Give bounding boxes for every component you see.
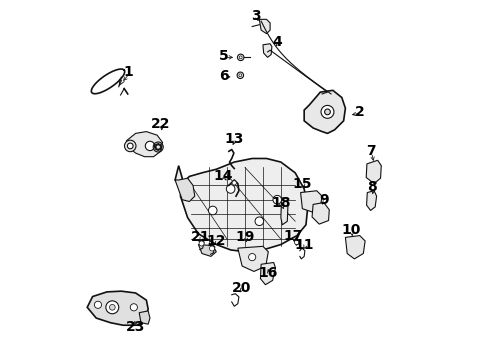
Polygon shape [367,191,377,211]
Text: 10: 10 [341,223,361,237]
Text: 23: 23 [126,320,146,334]
Text: 6: 6 [219,69,228,83]
Circle shape [237,72,244,78]
Text: 15: 15 [293,177,312,190]
Circle shape [321,105,334,118]
Circle shape [155,148,157,150]
Polygon shape [139,311,150,324]
Circle shape [106,301,119,314]
Polygon shape [304,90,345,134]
Circle shape [273,195,282,204]
Circle shape [239,56,242,59]
Circle shape [124,140,136,152]
Polygon shape [260,262,275,285]
Text: 5: 5 [219,49,228,63]
Polygon shape [259,19,270,34]
Text: 22: 22 [151,117,171,131]
Circle shape [248,253,256,261]
Polygon shape [238,246,269,271]
Circle shape [199,241,204,246]
Circle shape [239,74,242,77]
Polygon shape [312,203,329,224]
Polygon shape [263,44,272,57]
Circle shape [208,206,217,215]
Text: 21: 21 [191,230,210,244]
Polygon shape [300,191,322,212]
Circle shape [130,304,137,311]
Text: 7: 7 [366,144,375,158]
Circle shape [226,185,235,193]
Circle shape [155,144,157,146]
Circle shape [160,146,162,148]
Circle shape [157,149,159,151]
Polygon shape [87,291,148,325]
Text: 17: 17 [284,229,303,243]
Circle shape [159,144,161,146]
Text: 20: 20 [232,280,251,294]
Circle shape [324,109,330,115]
Polygon shape [198,244,216,256]
Text: 12: 12 [207,234,226,248]
Circle shape [210,246,215,251]
Text: 19: 19 [235,230,255,244]
Circle shape [109,305,115,310]
Text: 9: 9 [319,193,329,207]
Circle shape [154,146,156,148]
Text: 3: 3 [251,9,261,23]
Polygon shape [126,132,163,157]
Polygon shape [281,198,288,225]
Text: 11: 11 [294,238,314,252]
Text: 16: 16 [259,266,278,280]
Polygon shape [345,235,365,259]
Text: 8: 8 [368,180,377,194]
Circle shape [146,141,155,150]
Circle shape [95,301,101,309]
Text: 2: 2 [355,105,365,119]
Text: 13: 13 [224,132,244,146]
Circle shape [294,240,299,244]
Circle shape [157,143,159,145]
Circle shape [232,181,236,185]
Polygon shape [366,160,381,184]
Circle shape [127,143,133,149]
Text: 18: 18 [271,196,291,210]
Circle shape [255,217,264,226]
Circle shape [238,54,244,60]
Text: 1: 1 [123,66,133,80]
Polygon shape [175,178,195,202]
Circle shape [159,148,161,150]
Polygon shape [175,158,308,252]
Text: 4: 4 [272,35,282,49]
Text: 14: 14 [214,170,233,183]
